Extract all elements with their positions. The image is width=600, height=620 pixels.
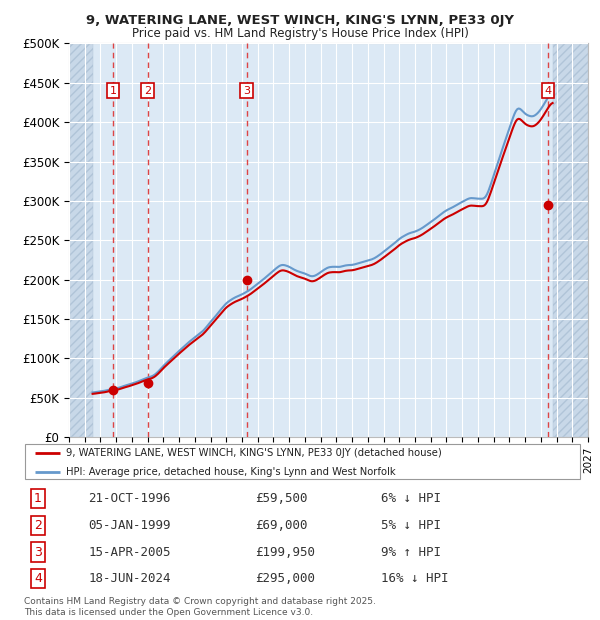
Text: 1: 1 <box>34 492 42 505</box>
Text: 4: 4 <box>34 572 42 585</box>
Text: 9% ↑ HPI: 9% ↑ HPI <box>381 546 441 559</box>
Text: 21-OCT-1996: 21-OCT-1996 <box>88 492 170 505</box>
Text: 4: 4 <box>544 86 551 95</box>
Text: £69,000: £69,000 <box>256 519 308 532</box>
Text: 2: 2 <box>34 519 42 532</box>
Text: 9, WATERING LANE, WEST WINCH, KING'S LYNN, PE33 0JY (detached house): 9, WATERING LANE, WEST WINCH, KING'S LYN… <box>66 448 442 458</box>
Text: 5% ↓ HPI: 5% ↓ HPI <box>381 519 441 532</box>
Text: 05-JAN-1999: 05-JAN-1999 <box>88 519 170 532</box>
Bar <box>553 43 588 437</box>
Text: £59,500: £59,500 <box>256 492 308 505</box>
Text: 9, WATERING LANE, WEST WINCH, KING'S LYNN, PE33 0JY: 9, WATERING LANE, WEST WINCH, KING'S LYN… <box>86 14 514 27</box>
Text: 3: 3 <box>34 546 42 559</box>
Text: £199,950: £199,950 <box>256 546 316 559</box>
Text: 18-JUN-2024: 18-JUN-2024 <box>88 572 170 585</box>
Text: 16% ↓ HPI: 16% ↓ HPI <box>381 572 449 585</box>
Bar <box>69 43 92 437</box>
Text: 1: 1 <box>110 86 116 95</box>
FancyBboxPatch shape <box>25 443 580 479</box>
Text: Contains HM Land Registry data © Crown copyright and database right 2025.
This d: Contains HM Land Registry data © Crown c… <box>24 598 376 617</box>
Text: 6% ↓ HPI: 6% ↓ HPI <box>381 492 441 505</box>
Text: 3: 3 <box>243 86 250 95</box>
Text: HPI: Average price, detached house, King's Lynn and West Norfolk: HPI: Average price, detached house, King… <box>66 467 395 477</box>
Text: £295,000: £295,000 <box>256 572 316 585</box>
Text: 2: 2 <box>144 86 151 95</box>
Text: Price paid vs. HM Land Registry's House Price Index (HPI): Price paid vs. HM Land Registry's House … <box>131 27 469 40</box>
Text: 15-APR-2005: 15-APR-2005 <box>88 546 170 559</box>
